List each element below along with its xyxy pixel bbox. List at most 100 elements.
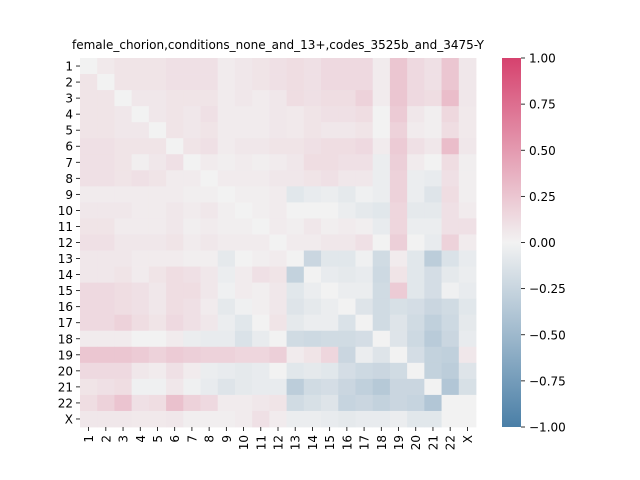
heatmap-cell (166, 250, 184, 267)
heatmap-cell (114, 346, 133, 364)
heatmap-cell (183, 170, 201, 187)
heatmap-cell (355, 202, 374, 219)
heatmap-cell (286, 58, 305, 75)
heatmap-cell (97, 282, 115, 300)
heatmap-cell (372, 154, 391, 171)
heatmap-cell (372, 250, 391, 267)
heatmap-cell (148, 330, 167, 348)
heatmap-cell (234, 410, 253, 428)
heatmap-cell (131, 122, 150, 139)
heatmap-cell (114, 138, 133, 155)
heatmap-cell (286, 74, 305, 91)
heatmap-cell (303, 330, 322, 348)
heatmap-cell (372, 218, 391, 235)
heatmap-cell (252, 362, 270, 380)
heatmap-cell (372, 170, 391, 187)
heatmap-cell (355, 410, 374, 428)
heatmap-cell (234, 314, 253, 332)
y-tick-label: 3 (65, 92, 73, 106)
heatmap-cell (355, 122, 374, 139)
heatmap-cell (321, 170, 339, 187)
heatmap-cell (441, 394, 460, 412)
heatmap-cell (321, 298, 339, 316)
heatmap-cell (97, 74, 115, 91)
heatmap-cell (166, 346, 184, 364)
heatmap-cell (252, 330, 270, 348)
y-tick-label: 15 (58, 284, 73, 298)
heatmap-cell (441, 250, 460, 267)
heatmap-cell (338, 138, 356, 155)
heatmap-cell (183, 330, 201, 348)
heatmap-cell (321, 282, 339, 300)
heatmap-cell (183, 218, 201, 235)
y-tick-label: 12 (58, 236, 73, 250)
heatmap-cell (355, 234, 374, 251)
heatmap-cell (321, 314, 339, 332)
heatmap-cell (200, 410, 219, 428)
heatmap-cell (217, 250, 236, 267)
heatmap-cell (286, 170, 305, 187)
x-tick-label: 21 (426, 435, 440, 450)
colorbar-tick-label: 0.00 (529, 236, 556, 250)
x-tick-label: 20 (409, 435, 423, 450)
heatmap-cell (407, 378, 425, 396)
heatmap-cell (114, 410, 133, 428)
x-tick-label: 15 (323, 435, 337, 450)
heatmap-cell (372, 186, 391, 203)
heatmap-cell (286, 330, 305, 348)
heatmap-cell (372, 378, 391, 396)
heatmap-cell (321, 122, 339, 139)
heatmap-cell (217, 58, 236, 75)
heatmap-cell (424, 58, 442, 75)
heatmap-cell (183, 410, 201, 428)
heatmap-cell (338, 234, 356, 251)
heatmap-cell (372, 346, 391, 364)
heatmap-cell (80, 410, 98, 428)
heatmap-cell (269, 202, 288, 219)
heatmap-cell (200, 330, 219, 348)
heatmap-cell (252, 154, 270, 171)
heatmap-cell (148, 266, 167, 284)
heatmap-cell (355, 250, 374, 267)
heatmap-cell (166, 378, 184, 396)
heatmap-cell (321, 234, 339, 251)
heatmap-cell (441, 106, 460, 123)
heatmap-cell (217, 90, 236, 107)
heatmap-cell (148, 154, 167, 171)
heatmap-cell (234, 362, 253, 380)
heatmap-cell (424, 330, 442, 348)
heatmap-cell (166, 266, 184, 284)
heatmap-cell (321, 362, 339, 380)
heatmap-cell (389, 74, 408, 91)
heatmap-cell (131, 202, 150, 219)
heatmap-cell (131, 106, 150, 123)
heatmap-cell (183, 90, 201, 107)
heatmap-cell (355, 314, 374, 332)
heatmap-cell (234, 234, 253, 251)
heatmap-cell (269, 170, 288, 187)
x-axis-ticks: 1 2 3 4 5 6 7 8 9 10 11 12 13 14 15 16 17 18 19 20 21 22 X (82, 427, 475, 450)
heatmap-cell (234, 330, 253, 348)
x-tick-label: 18 (375, 435, 389, 450)
heatmap-cell (355, 346, 374, 364)
heatmap-cell (389, 218, 408, 235)
x-tick-label: 11 (254, 435, 268, 450)
heatmap-cell (234, 202, 253, 219)
heatmap-cell (114, 314, 133, 332)
heatmap-cell (131, 314, 150, 332)
heatmap-cell (441, 314, 460, 332)
heatmap-cell (131, 394, 150, 412)
heatmap-cell (458, 202, 477, 219)
heatmap-cell (269, 314, 288, 332)
heatmap-cell (303, 266, 322, 284)
heatmap-cell (424, 106, 442, 123)
y-tick-label: 21 (58, 380, 73, 394)
heatmap-cell (148, 58, 167, 75)
heatmap-cell (80, 218, 98, 235)
heatmap-cell (200, 122, 219, 139)
heatmap-cell (441, 266, 460, 284)
heatmap-cell (234, 266, 253, 284)
heatmap-cell (166, 298, 184, 316)
heatmap-cell (389, 410, 408, 428)
heatmap-cell (458, 266, 477, 284)
